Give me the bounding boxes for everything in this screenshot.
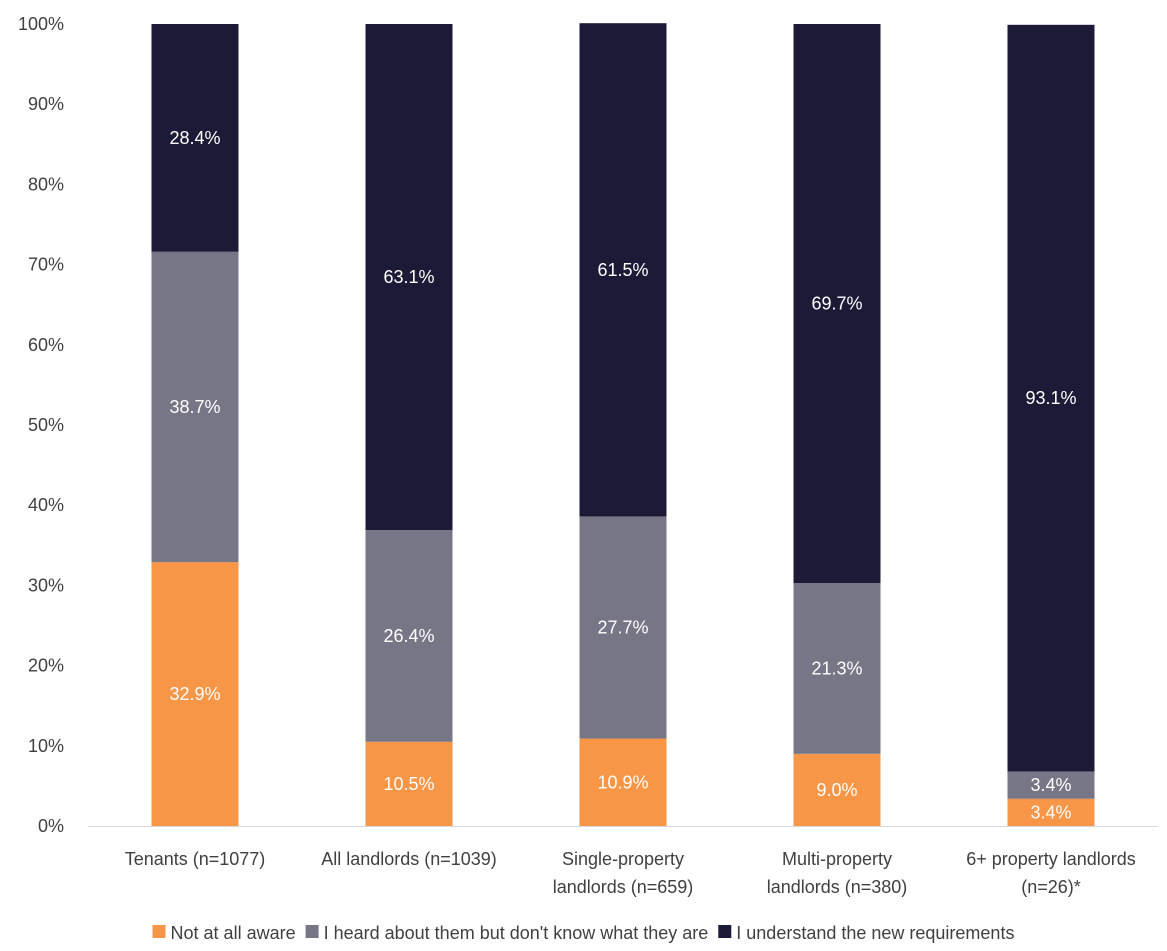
- bar-segment: [793, 582, 881, 754]
- x-tick-label: landlords (n=380): [767, 877, 908, 897]
- legend-swatch: [152, 925, 166, 938]
- y-tick-label: 30%: [28, 575, 64, 595]
- data-label: 61.5%: [597, 260, 648, 280]
- y-tick-label: 10%: [28, 736, 64, 756]
- y-tick-label: 50%: [28, 415, 64, 435]
- bar-segment: [793, 24, 881, 583]
- data-label: 3.4%: [1030, 775, 1071, 795]
- bar-segment: [1007, 24, 1095, 772]
- data-label: 10.9%: [597, 772, 648, 792]
- data-label: 9.0%: [816, 780, 857, 800]
- bar-segment: [793, 753, 881, 826]
- y-tick-label: 60%: [28, 335, 64, 355]
- y-tick-label: 20%: [28, 656, 64, 676]
- data-label: 69.7%: [811, 293, 862, 313]
- bar-segment: [365, 24, 453, 531]
- bar-segment: [1007, 771, 1095, 799]
- legend-label: I understand the new requirements: [736, 923, 1014, 943]
- data-label: 10.5%: [383, 774, 434, 794]
- y-tick-label: 80%: [28, 174, 64, 194]
- data-label: 32.9%: [169, 684, 220, 704]
- x-tick-label: All landlords (n=1039): [321, 849, 497, 869]
- y-tick-label: 70%: [28, 255, 64, 275]
- x-tick-label: Tenants (n=1077): [125, 849, 266, 869]
- bar-segment: [365, 530, 453, 742]
- data-label: 38.7%: [169, 397, 220, 417]
- bar-segment: [579, 23, 667, 517]
- y-tick-label: 90%: [28, 94, 64, 114]
- data-label: 63.1%: [383, 267, 434, 287]
- x-tick-label: Multi-property: [782, 849, 892, 869]
- y-tick-label: 100%: [18, 14, 64, 34]
- bar-segment: [579, 516, 667, 739]
- x-tick-label: (n=26)*: [1021, 877, 1081, 897]
- bar-segment: [151, 251, 239, 563]
- data-label: 28.4%: [169, 128, 220, 148]
- x-tick-label: 6+ property landlords: [966, 849, 1136, 869]
- bar-segment: [151, 562, 239, 826]
- bar-segment: [1007, 798, 1095, 826]
- x-tick-label: Single-property: [562, 849, 684, 869]
- legend-label: Not at all aware: [171, 923, 296, 943]
- bar-segment: [365, 741, 453, 826]
- data-label: 26.4%: [383, 626, 434, 646]
- x-tick-label: landlords (n=659): [553, 877, 694, 897]
- data-label: 93.1%: [1025, 388, 1076, 408]
- bar-segment: [151, 24, 239, 252]
- bar-segment: [579, 738, 667, 826]
- data-label: 27.7%: [597, 618, 648, 638]
- y-tick-label: 40%: [28, 495, 64, 515]
- legend-label: I heard about them but don't know what t…: [324, 923, 709, 943]
- y-tick-label: 0%: [38, 816, 64, 836]
- data-label: 21.3%: [811, 658, 862, 678]
- data-label: 3.4%: [1030, 802, 1071, 822]
- legend-swatch: [718, 925, 732, 938]
- legend-swatch: [305, 925, 319, 938]
